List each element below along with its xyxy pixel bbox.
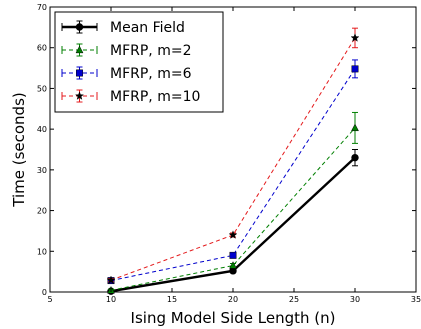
y-axis-label: Time (seconds) xyxy=(10,92,28,208)
y-tick-label: 60 xyxy=(37,44,47,53)
series-line xyxy=(110,127,356,291)
legend-entry: Mean Field xyxy=(61,20,185,36)
series-0 xyxy=(107,149,359,295)
series-3 xyxy=(106,27,360,285)
data-point xyxy=(229,261,237,269)
data-point xyxy=(228,230,238,239)
legend-label: MFRP, m=2 xyxy=(110,43,191,59)
legend-marker xyxy=(74,91,85,100)
data-point xyxy=(229,251,237,259)
series-layer xyxy=(106,27,360,295)
x-tick-label: 20 xyxy=(228,295,238,304)
x-tick-label: 10 xyxy=(106,295,116,304)
y-tick-label: 30 xyxy=(37,166,47,175)
y-tick-label: 20 xyxy=(37,207,47,216)
y-tick-label: 10 xyxy=(37,247,47,256)
y-tick-label: 70 xyxy=(37,3,47,12)
data-point xyxy=(351,153,359,162)
legend-label: Mean Field xyxy=(110,20,185,36)
legend-entry: MFRP, m=10 xyxy=(61,89,200,105)
x-tick-label: 15 xyxy=(167,295,177,304)
legend: Mean Field MFRP, m=2 MFRP, m=6 MFRP, m=10 xyxy=(54,11,224,113)
data-point xyxy=(351,123,359,132)
series-line xyxy=(110,68,356,282)
x-tick-label: 35 xyxy=(411,295,421,304)
x-tick-label: 30 xyxy=(350,295,360,304)
legend-marker xyxy=(76,69,83,77)
legend-entry: MFRP, m=6 xyxy=(61,66,192,82)
y-tick-label: 40 xyxy=(37,125,47,134)
legend-marker xyxy=(75,23,84,31)
x-tick-label: 25 xyxy=(289,295,299,304)
legend-marker xyxy=(75,45,84,54)
data-point xyxy=(351,65,359,73)
data-point xyxy=(350,33,360,42)
y-tick-label: 0 xyxy=(42,288,47,297)
x-tick-label: 5 xyxy=(47,295,52,304)
ticks-layer: 5 10 15 20 25 30 35 0 10 20 30 40 50 60 70 xyxy=(37,3,421,304)
y-tick-label: 50 xyxy=(37,84,47,93)
legend-label: MFRP, m=6 xyxy=(110,66,192,82)
legend-entry: MFRP, m=2 xyxy=(61,43,191,59)
series-line xyxy=(110,37,356,281)
legend-label: MFRP, m=10 xyxy=(110,89,200,105)
x-axis-label: Ising Model Side Length (n) xyxy=(131,309,336,327)
data-point xyxy=(106,275,116,285)
series-1 xyxy=(107,111,359,294)
